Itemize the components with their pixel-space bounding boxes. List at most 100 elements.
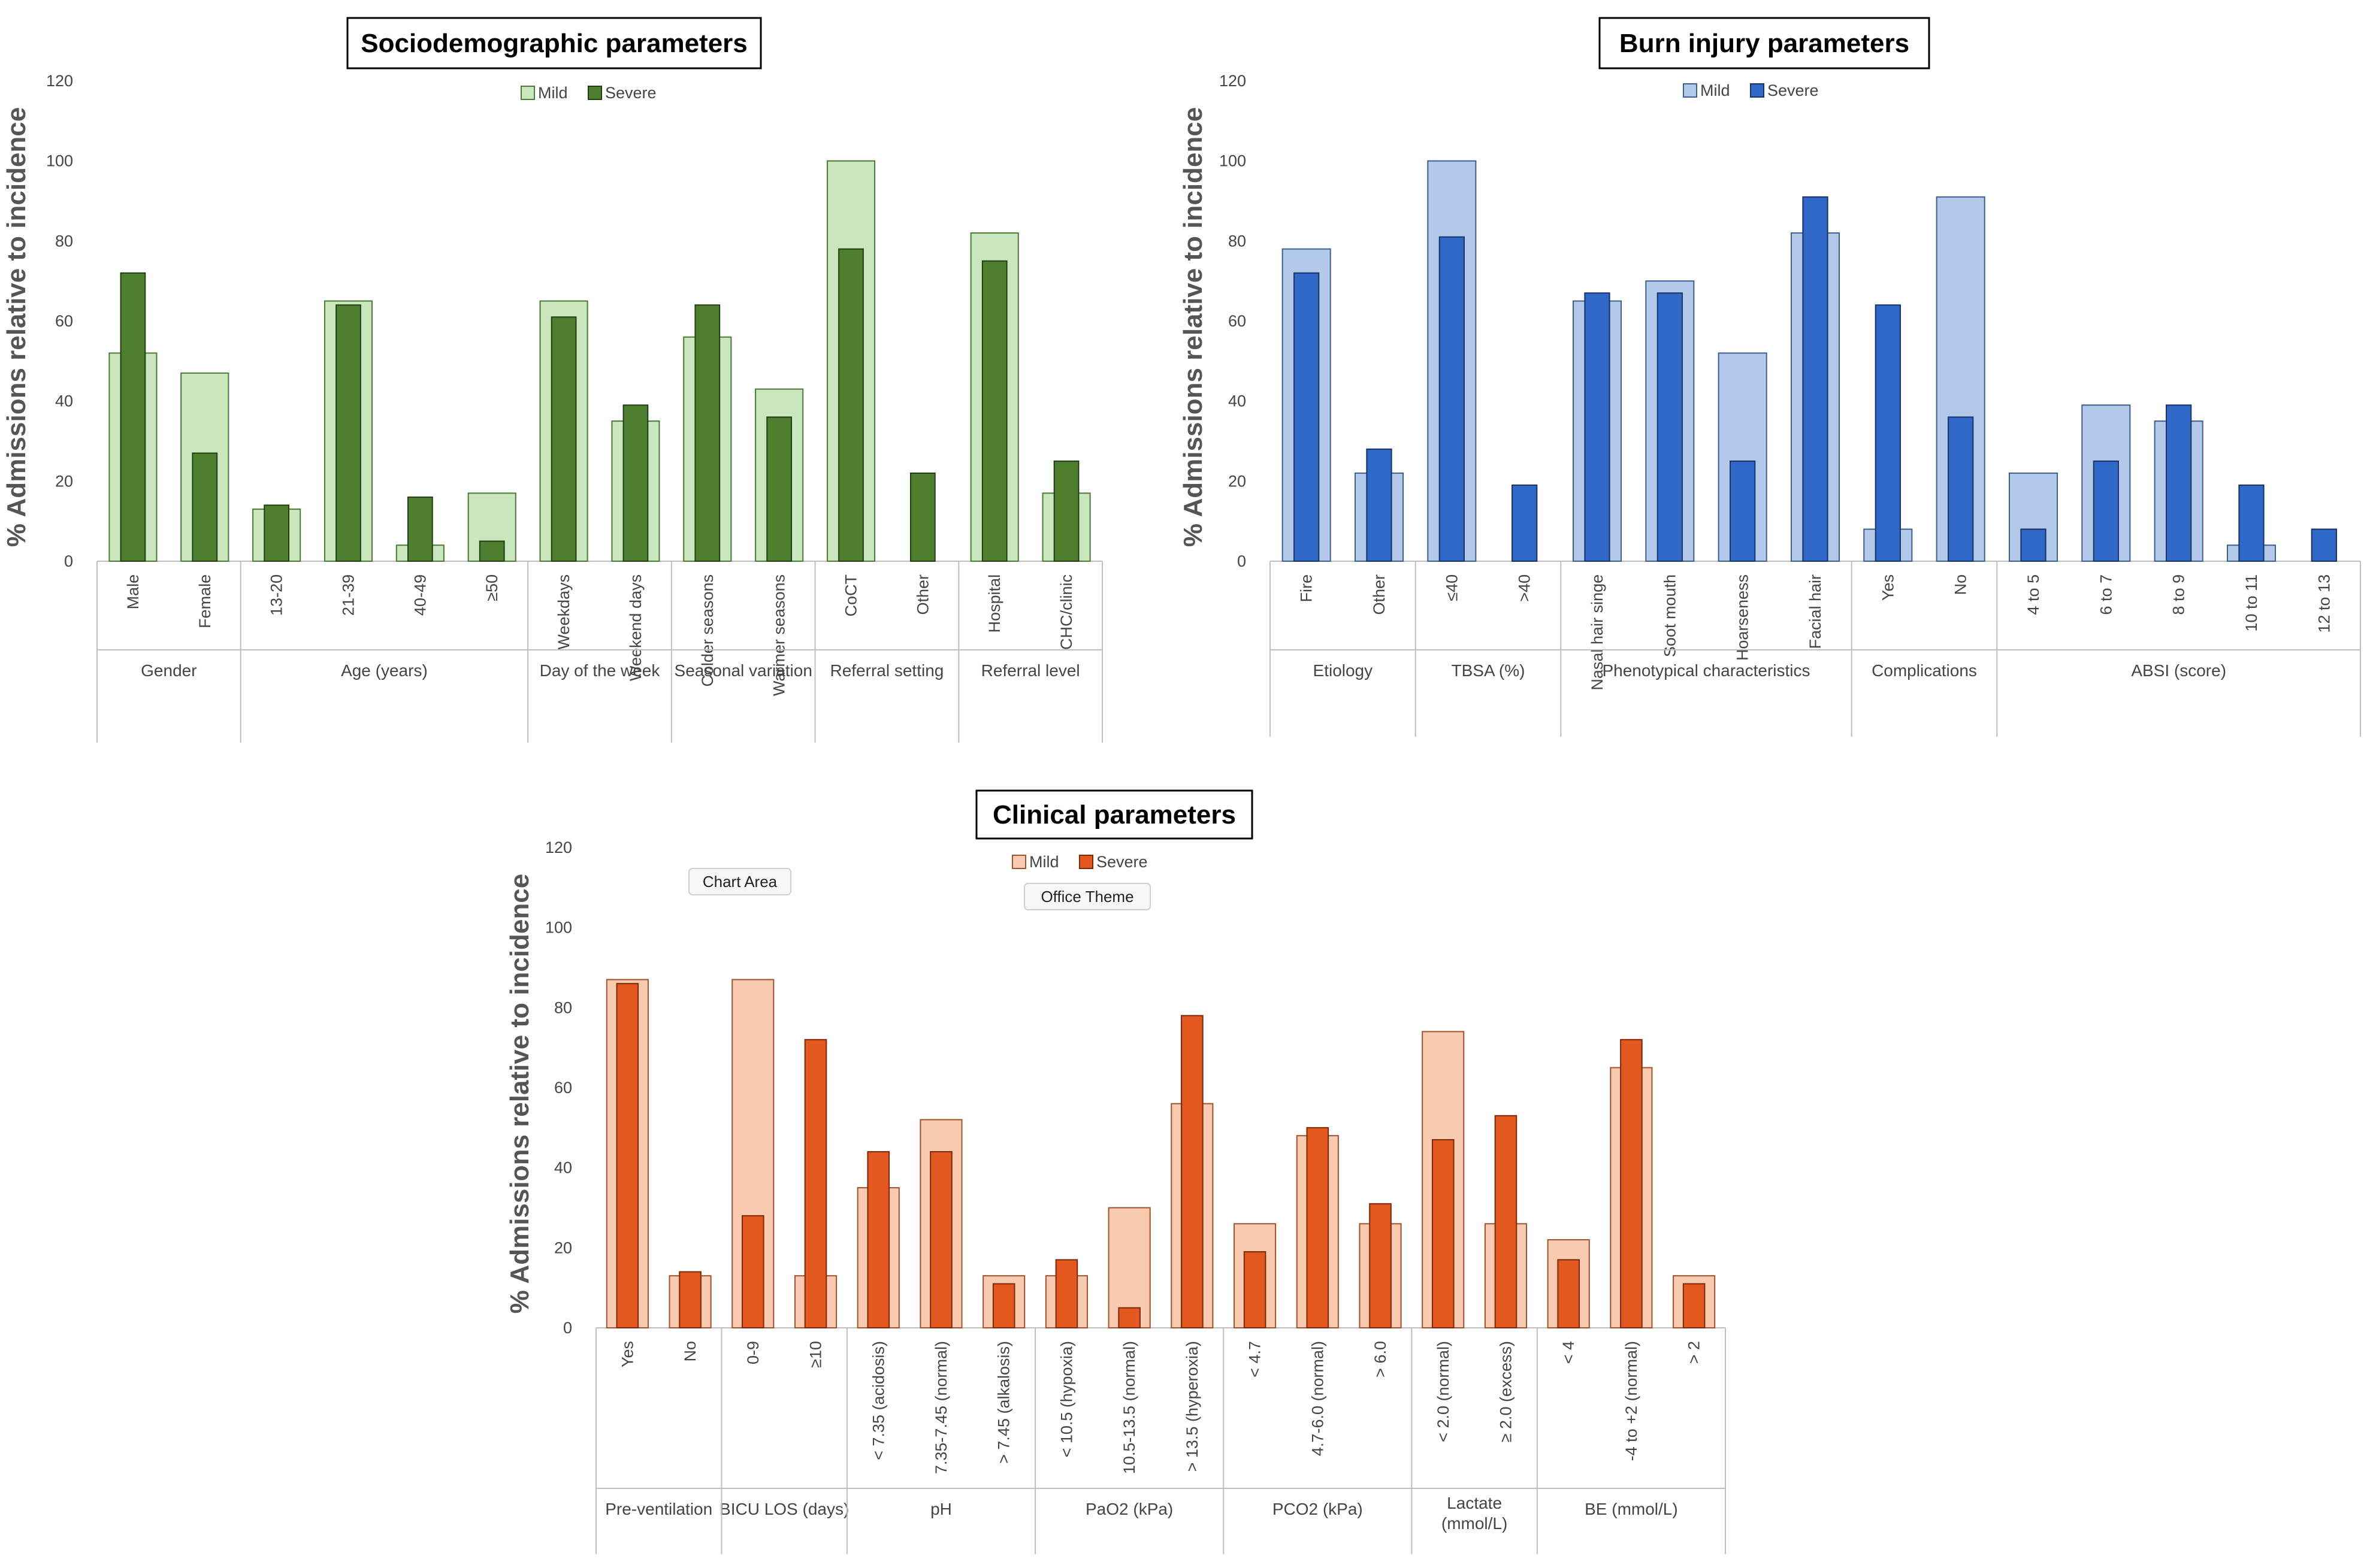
bar-severe — [1730, 460, 1756, 562]
bar-severe — [930, 1151, 953, 1329]
bar-severe — [1306, 1127, 1329, 1328]
bar-severe — [335, 304, 361, 562]
x-category-label: > 2 — [1685, 1341, 1703, 1364]
x-group-label: BE (mmol/L) — [1585, 1500, 1678, 1518]
bar-severe — [981, 260, 1008, 562]
bar-severe — [1656, 292, 1683, 562]
x-category-label: 10 to 11 — [2242, 574, 2260, 632]
x-group-label: TBSA (%) — [1452, 661, 1525, 680]
x-group-label-line: (mmol/L) — [1441, 1514, 1507, 1533]
legend-swatch-severe — [588, 86, 602, 100]
x-category-label: Other — [914, 574, 932, 615]
chart-title-box — [346, 17, 762, 69]
bar-severe — [1369, 1203, 1392, 1328]
y-tick-label: 20 — [1228, 472, 1246, 490]
x-category-label: Yes — [618, 1341, 636, 1367]
x-category-label: > 6.0 — [1371, 1341, 1389, 1378]
legend-label-severe: Severe — [605, 84, 657, 102]
y-axis-label: % Admissions relative to incidence — [2, 107, 31, 547]
legend-label-mild: Mild — [538, 84, 568, 102]
x-category-label: < 7.35 (acidosis) — [869, 1341, 887, 1460]
x-category-label: ≥ 2.0 (excess) — [1497, 1341, 1515, 1442]
bar-severe — [1682, 1283, 1706, 1329]
bar-severe — [838, 248, 864, 562]
x-group-label: BICU LOS (days) — [720, 1500, 849, 1518]
x-category-label: 40-49 — [411, 574, 429, 616]
y-tick-label: 0 — [64, 552, 73, 570]
x-category-label: >40 — [1516, 574, 1534, 602]
bar-severe — [1243, 1251, 1266, 1328]
x-category-label: Soot mouth — [1661, 574, 1679, 657]
x-category-label: ≤40 — [1443, 574, 1461, 601]
chart-panel-clinical: Clinical parameters % Admissions relative… — [491, 761, 1761, 1563]
x-category-label: < 4 — [1559, 1341, 1577, 1364]
bar-severe — [1512, 485, 1538, 562]
bar-severe — [2166, 404, 2192, 562]
x-group-label: Gender — [141, 661, 197, 680]
chart-title-box — [975, 789, 1253, 840]
chart-title: Clinical parameters — [993, 800, 1236, 830]
x-group-label: Referral setting — [830, 661, 944, 680]
bar-severe — [616, 983, 639, 1328]
chart-clinical: Clinical parameters % Admissions relative… — [505, 789, 1726, 1554]
y-tick-label: 20 — [55, 472, 73, 490]
chart-title: Sociodemographic parameters — [361, 29, 748, 58]
x-category-label: No — [681, 1341, 699, 1362]
x-category-label: Facial hair — [1806, 574, 1824, 649]
y-tick-label: 120 — [1219, 72, 1246, 90]
y-tick-label: 100 — [545, 919, 572, 937]
bar-severe — [622, 404, 649, 562]
bar-severe — [551, 316, 577, 562]
x-category-label: Colder seasons — [699, 574, 717, 687]
bar-severe — [407, 497, 433, 562]
bar-severe — [1557, 1259, 1580, 1329]
x-group-label: Etiology — [1313, 661, 1373, 680]
chart-sociodemographic: Sociodemographic parameters % Admissions … — [2, 17, 1103, 743]
tooltip-text: Chart Area — [703, 873, 778, 891]
x-category-label: Hospital — [986, 574, 1003, 633]
tooltip-box — [688, 868, 791, 895]
y-tick-label: 40 — [554, 1159, 572, 1177]
legend-swatch-mild — [1683, 83, 1697, 98]
chart-burn-injury: Burn injury parameters % Admissions relat… — [1178, 17, 2361, 737]
x-category-label: 12 to 13 — [2315, 574, 2333, 633]
y-tick-label: 120 — [46, 72, 73, 90]
x-category-label: < 4.7 — [1246, 1341, 1264, 1378]
x-category-label: > 13.5 (hyperoxia) — [1183, 1341, 1201, 1472]
bar-severe — [804, 1039, 827, 1328]
bar-severe — [1438, 236, 1465, 562]
bar-severe — [2311, 528, 2337, 562]
bar-severe — [1431, 1139, 1455, 1329]
x-category-label: ≥10 — [807, 1341, 825, 1368]
bar-severe — [1620, 1039, 1643, 1328]
x-group-label: Seasonal variation — [675, 661, 812, 680]
bar-severe — [264, 504, 290, 562]
x-group-label: Pre-ventilation — [605, 1500, 712, 1518]
chart-title: Burn injury parameters — [1619, 29, 1909, 58]
x-group-label: Age (years) — [341, 661, 428, 680]
bar-severe — [2238, 485, 2265, 562]
x-category-label: Weekdays — [555, 574, 573, 650]
x-group-label: ABSI (score) — [2131, 661, 2226, 680]
legend-swatch-severe — [1750, 83, 1764, 98]
tooltip-text: Office Theme — [1041, 888, 1133, 906]
y-tick-label: 80 — [554, 998, 572, 1016]
bar-severe — [1053, 460, 1080, 562]
x-category-label: 8 to 9 — [2170, 574, 2188, 615]
y-tick-label: 100 — [1219, 152, 1246, 170]
x-category-label: 6 to 7 — [2097, 574, 2115, 615]
x-group-label: PCO2 (kPa) — [1272, 1500, 1363, 1518]
x-category-label: 13-20 — [268, 574, 286, 616]
bar-severe — [1875, 304, 1901, 562]
x-category-label: ≥50 — [483, 574, 501, 601]
legend-swatch-severe — [1079, 855, 1093, 869]
bar-severe — [679, 1271, 702, 1329]
y-tick-label: 60 — [1228, 312, 1246, 330]
y-tick-label: 100 — [46, 152, 73, 170]
y-axis-label: % Admissions relative to incidence — [1178, 107, 1208, 547]
x-category-label: 0-9 — [744, 1341, 762, 1364]
bar-severe — [742, 1215, 764, 1328]
legend-swatch-mild — [1012, 855, 1026, 869]
bar-severe — [992, 1283, 1015, 1329]
x-category-label: CoCT — [842, 574, 860, 617]
